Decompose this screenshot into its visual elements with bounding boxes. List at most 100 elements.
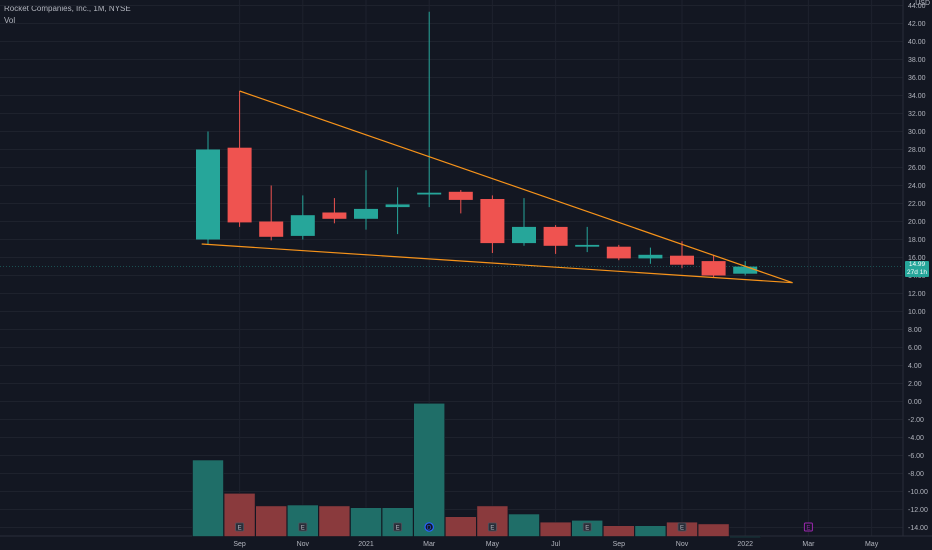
x-tick-label: Nov — [297, 541, 310, 548]
volume-bar[interactable] — [286, 504, 319, 537]
candle-body — [448, 191, 473, 200]
y-tick-label: 22.00 — [908, 201, 926, 208]
volume-bar[interactable] — [318, 505, 351, 537]
candle-body — [480, 199, 505, 244]
candle-body — [322, 212, 347, 219]
x-axis-ticks: Sep Nov 2021 Mar May Jul Sep Nov 2022 Mar May — [233, 541, 878, 548]
y-tick-label: 16.00 — [908, 255, 926, 262]
current-price-tag: 14.99 27d 1h — [905, 261, 929, 277]
x-tick-label: Sep — [613, 541, 626, 548]
candle-body — [670, 255, 694, 265]
event-label: E — [396, 525, 400, 531]
candle-body — [196, 149, 220, 240]
candle-body — [290, 215, 315, 236]
candle[interactable] — [606, 244, 631, 261]
candle[interactable] — [733, 261, 758, 276]
volume-bar[interactable] — [634, 525, 667, 537]
volume-bar[interactable] — [508, 513, 540, 537]
x-tick-label: Nov — [676, 541, 689, 548]
y-tick-label: 6.00 — [908, 345, 922, 352]
candle-body — [512, 226, 536, 244]
volume-bar[interactable] — [697, 523, 730, 537]
candle-body — [575, 244, 600, 247]
candle[interactable] — [670, 241, 694, 269]
y-tick-label: 42.00 — [908, 21, 926, 28]
event-earnings-icon[interactable]: E — [298, 522, 308, 532]
candle-body — [259, 221, 284, 237]
candle[interactable] — [227, 91, 252, 227]
event-future-icon[interactable]: E — [803, 522, 813, 532]
y-tick-label: -14.00 — [908, 525, 928, 532]
candle[interactable] — [259, 185, 284, 241]
candle[interactable] — [322, 198, 347, 224]
trendline-upper[interactable] — [239, 90, 793, 284]
candle[interactable] — [701, 254, 726, 278]
volume-bar[interactable] — [729, 536, 762, 538]
trendline-lower[interactable] — [201, 243, 793, 284]
candle-body — [543, 226, 568, 246]
x-tick-label: 2021 — [358, 541, 374, 548]
volume-bar[interactable] — [381, 507, 414, 537]
y-tick-label: 38.00 — [908, 57, 926, 64]
y-tick-label: 8.00 — [908, 327, 922, 334]
current-price-value: 14.99 — [908, 261, 926, 268]
y-tick-label: -4.00 — [908, 435, 924, 442]
candle-body — [638, 254, 663, 259]
y-tick-label: 0.00 — [908, 399, 922, 406]
candle[interactable] — [575, 226, 600, 253]
y-tick-label: 34.00 — [908, 93, 926, 100]
event-earnings-icon[interactable]: E — [677, 522, 687, 532]
y-tick-label: 12.00 — [908, 291, 926, 298]
y-tick-label: 28.00 — [908, 147, 926, 154]
event-label: E — [238, 525, 242, 531]
volume-bars — [192, 402, 762, 538]
event-earnings-icon[interactable]: E — [393, 522, 403, 532]
volume-bar[interactable] — [602, 525, 635, 537]
y-tick-label: -2.00 — [908, 417, 924, 424]
y-tick-label: -12.00 — [908, 507, 928, 514]
candle[interactable] — [196, 131, 220, 245]
currency-label: USD — [915, 0, 930, 7]
candle-body — [701, 261, 726, 276]
candle-body — [354, 208, 378, 219]
candle[interactable] — [512, 198, 536, 246]
volume-bar[interactable] — [413, 402, 446, 537]
volume-bar[interactable] — [539, 521, 572, 537]
event-dividend-icon[interactable]: D — [424, 522, 434, 532]
y-tick-label: 36.00 — [908, 75, 926, 82]
y-tick-label: 18.00 — [908, 237, 926, 244]
trendlines — [201, 90, 793, 284]
symbol-title[interactable]: Rocket Companies, Inc., 1M, NYSE — [4, 4, 131, 13]
candle[interactable] — [354, 170, 378, 230]
candle[interactable] — [385, 187, 410, 235]
x-tick-label: Mar — [802, 541, 815, 548]
x-tick-label: Jul — [551, 541, 560, 548]
volume-label[interactable]: Vol — [4, 16, 16, 25]
candle[interactable] — [290, 195, 315, 240]
event-label: E — [806, 525, 810, 531]
chart-header: Rocket Companies, Inc., 1M, NYSE Vol — [4, 3, 131, 27]
candle[interactable] — [448, 190, 473, 214]
event-earnings-icon[interactable]: E — [487, 522, 497, 532]
y-tick-label: 32.00 — [908, 111, 926, 118]
y-tick-label: 20.00 — [908, 219, 926, 226]
candle[interactable] — [638, 247, 663, 264]
y-tick-label: -6.00 — [908, 453, 924, 460]
volume-bar[interactable] — [255, 505, 287, 537]
volume-bar[interactable] — [476, 505, 509, 537]
event-earnings-icon[interactable]: E — [582, 522, 592, 532]
event-label: E — [490, 525, 494, 531]
event-earnings-icon[interactable]: E — [235, 522, 245, 532]
volume-bar[interactable] — [444, 516, 477, 537]
candle-body — [417, 192, 442, 195]
y-tick-label: 30.00 — [908, 129, 926, 136]
y-tick-label: 2.00 — [908, 381, 922, 388]
candle[interactable] — [480, 195, 505, 253]
candle[interactable] — [417, 11, 442, 208]
event-label: E — [680, 525, 684, 531]
volume-bar[interactable] — [350, 507, 382, 537]
candle[interactable] — [543, 225, 568, 254]
volume-bar[interactable] — [192, 459, 224, 537]
y-tick-label: 10.00 — [908, 309, 926, 316]
